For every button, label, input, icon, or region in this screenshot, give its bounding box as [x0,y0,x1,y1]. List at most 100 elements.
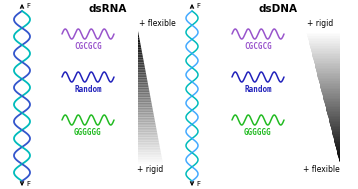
Polygon shape [138,121,155,122]
Polygon shape [138,63,144,64]
Polygon shape [332,131,340,132]
Polygon shape [313,56,340,58]
Polygon shape [138,69,145,71]
Polygon shape [334,141,340,142]
Polygon shape [323,96,340,98]
Polygon shape [309,43,340,44]
Polygon shape [138,34,139,36]
Polygon shape [138,91,150,92]
Text: Random: Random [244,85,272,94]
Polygon shape [138,108,153,109]
Text: CGCGCG: CGCGCG [74,42,102,51]
Polygon shape [307,36,340,38]
Text: GGGGGG: GGGGGG [74,128,102,137]
Text: F: F [196,181,200,187]
Polygon shape [306,31,340,33]
Polygon shape [322,92,340,94]
Polygon shape [138,141,159,142]
Polygon shape [338,157,340,159]
Polygon shape [316,73,340,74]
Polygon shape [334,142,340,144]
Polygon shape [331,129,340,131]
Polygon shape [325,108,340,109]
Polygon shape [138,73,146,74]
Polygon shape [306,33,340,34]
Polygon shape [313,58,340,59]
Polygon shape [138,71,146,73]
Polygon shape [138,156,162,157]
Polygon shape [332,134,340,136]
Polygon shape [331,127,340,129]
Polygon shape [138,114,154,116]
Polygon shape [336,147,340,149]
Polygon shape [138,161,163,162]
Text: dsRNA: dsRNA [89,4,127,14]
Polygon shape [138,88,149,89]
Polygon shape [319,81,340,83]
Polygon shape [138,101,151,102]
Polygon shape [307,34,340,36]
Polygon shape [321,91,340,92]
Polygon shape [338,154,340,156]
Polygon shape [138,84,148,86]
Polygon shape [138,46,141,48]
Polygon shape [138,33,139,34]
Polygon shape [332,132,340,134]
Polygon shape [333,136,340,137]
Polygon shape [310,48,340,49]
Polygon shape [328,116,340,117]
Polygon shape [138,119,155,121]
Polygon shape [333,137,340,139]
Polygon shape [335,146,340,147]
Text: dsDNA: dsDNA [258,4,297,14]
Text: CGCGCG: CGCGCG [244,42,272,51]
Polygon shape [138,94,150,96]
Polygon shape [339,161,340,162]
Polygon shape [308,38,340,39]
Polygon shape [138,36,139,38]
Polygon shape [339,159,340,161]
Polygon shape [327,114,340,116]
Polygon shape [314,64,340,66]
Polygon shape [138,76,147,77]
Polygon shape [138,147,160,149]
Polygon shape [138,136,158,137]
Polygon shape [320,86,340,88]
Polygon shape [326,109,340,111]
Text: GGGGGG: GGGGGG [244,128,272,137]
Polygon shape [325,106,340,108]
Text: + rigid: + rigid [307,19,333,28]
Text: + flexible: + flexible [303,165,340,174]
Polygon shape [138,111,153,112]
Polygon shape [326,111,340,112]
Polygon shape [138,81,148,83]
Text: F: F [196,3,200,9]
Polygon shape [138,126,156,127]
Polygon shape [328,117,340,119]
Polygon shape [138,79,147,81]
Polygon shape [337,151,340,152]
Polygon shape [318,76,340,77]
Polygon shape [311,53,340,54]
Polygon shape [138,51,142,53]
Polygon shape [309,41,340,43]
Polygon shape [138,48,141,49]
Polygon shape [311,49,340,51]
Polygon shape [138,96,150,98]
Polygon shape [323,98,340,99]
Polygon shape [311,51,340,53]
Polygon shape [322,94,340,96]
Polygon shape [310,46,340,48]
Polygon shape [138,149,160,151]
Polygon shape [138,68,145,69]
Polygon shape [318,79,340,81]
Polygon shape [309,44,340,46]
Polygon shape [138,151,161,152]
Polygon shape [138,131,157,132]
Polygon shape [329,119,340,121]
Polygon shape [338,156,340,157]
Polygon shape [138,157,162,159]
Polygon shape [138,162,163,164]
Polygon shape [138,117,155,119]
Polygon shape [138,98,151,99]
